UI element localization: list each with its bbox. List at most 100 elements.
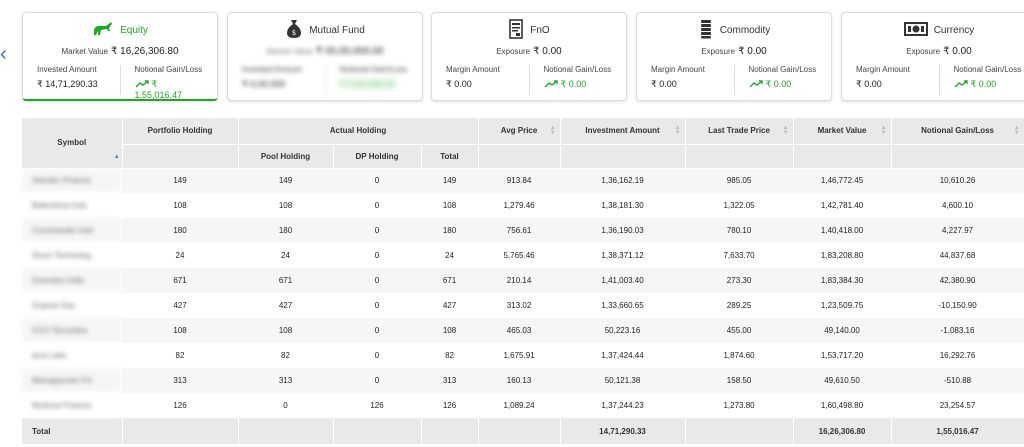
table-row[interactable]: Alembic Pharma 149 149 0 149 913.84 1,36,162.1… (22, 168, 1024, 193)
cell-portfolio-holding: 126 (122, 393, 238, 418)
table-row[interactable]: Manappuram Fin 313 313 0 313 160.13 50,121.38 1… (22, 368, 1024, 393)
cell-market-value: 1,40,418.00 (793, 218, 892, 243)
cell-notional-gain-loss: 4,227.97 (891, 218, 1024, 243)
cell-total: 24 (421, 243, 479, 268)
card-left-metric: Invested Amount ₹ 14,71,290.33 (37, 65, 98, 89)
cell-notional-gain-loss: -1,083.16 (891, 318, 1024, 343)
cell-market-value: 1,83,208.80 (793, 243, 892, 268)
cell-avg-price: 5,765.46 (478, 243, 561, 268)
card-header: Currency (842, 18, 1024, 42)
card-primary-metric: Exposure ₹ 0.00 (906, 46, 972, 57)
cell-total: 82 (421, 343, 479, 368)
cell-last-trade-price: 1,874.60 (685, 343, 794, 368)
summary-card-fno[interactable]: FnO Exposure ₹ 0.00 Margin Amount ₹ 0.00 Noti… (431, 12, 627, 101)
sort-icon: ▲ ▼ (782, 124, 789, 136)
bull-icon (92, 21, 114, 40)
cell-symbol[interactable]: Ipca Labs (22, 343, 122, 368)
summary-card-currency[interactable]: Currency Exposure ₹ 0.00 Margin Amount ₹ 0.0… (841, 12, 1024, 101)
col-header-invest-sub (560, 144, 686, 169)
card-primary-metric: Exposure ₹ 0.00 (496, 46, 562, 57)
cell-dp-holding: 0 (333, 343, 421, 368)
table-row[interactable]: Coromandel Inter 180 180 0 180 756.61 1,36,190… (22, 218, 1024, 243)
cell-symbol[interactable]: Dixon Technolog (22, 243, 122, 268)
sort-icon: ▲ ▼ (1013, 124, 1020, 136)
cell-pool-holding: 671 (238, 268, 333, 293)
summary-card-equity[interactable]: Equity Market Value ₹ 16,26,306.80 Invested… (22, 12, 218, 101)
cell-symbol[interactable]: Gujarat Gas (22, 293, 122, 318)
cell-dp-holding: 0 (333, 293, 421, 318)
cell-avg-price: 1,089.24 (478, 393, 561, 418)
banknote-icon (903, 21, 928, 40)
cell-dp-holding: 0 (333, 368, 421, 393)
cell-portfolio-holding: 149 (122, 168, 238, 193)
summary-card-commodity[interactable]: Commodity Exposure ₹ 0.00 Margin Amount ₹ 0.… (636, 12, 832, 101)
cell-notional-gain-loss: 42,380.90 (891, 268, 1024, 293)
cell-symbol[interactable]: Balkrishna Inds (22, 193, 122, 218)
cell-market-value: 1,83,384.30 (793, 268, 892, 293)
table-row[interactable]: Muthoot Finance 126 0 126 126 1,089.24 1,37,24… (22, 393, 1024, 418)
card-header: Commodity (637, 18, 831, 42)
col-header-ltp-sub (685, 144, 794, 169)
cell-market-value: 1,42,781.40 (793, 193, 892, 218)
cell-symbol[interactable]: Muthoot Finance (22, 393, 122, 418)
cell-symbol[interactable]: Coromandel Inter (22, 218, 122, 243)
holdings-table: Symbol ▲ Portfolio Holding Actual Holdin… (22, 118, 1024, 444)
total-investment-amount: 14,71,290.33 (560, 418, 686, 444)
cell-market-value: 49,610.50 (793, 368, 892, 393)
total-notional-gain-loss: 1,55,016.47 (891, 418, 1024, 444)
table-row[interactable]: Dixon Technolog 24 24 0 24 5,765.46 1,38,371.1… (22, 243, 1024, 268)
table-row[interactable]: Balkrishna Inds 108 108 0 108 1,279.46 1,38,18… (22, 193, 1024, 218)
cell-avg-price: 1,279.46 (478, 193, 561, 218)
cell-portfolio-holding: 108 (122, 318, 238, 343)
cell-pool-holding: 149 (238, 168, 333, 193)
cell-market-value: 49,140.00 (793, 318, 892, 343)
holdings-table-container: Symbol ▲ Portfolio Holding Actual Holdin… (22, 118, 1024, 444)
table-row[interactable]: Gujarat Gas 427 427 0 427 313.02 1,33,660.65 28… (22, 293, 1024, 318)
cell-market-value: 1,53,717.20 (793, 343, 892, 368)
cell-total: 180 (421, 218, 479, 243)
cell-investment-amount: 50,121.38 (560, 368, 686, 393)
cell-portfolio-holding: 108 (122, 193, 238, 218)
table-row[interactable]: Granules India 671 671 0 671 210.14 1,41,003.4… (22, 268, 1024, 293)
col-header-actual-holding: Actual Holding (238, 118, 479, 145)
cell-total: 108 (421, 193, 479, 218)
col-header-notional-gain-loss[interactable]: Notional Gain/Loss ▲ ▼ (891, 118, 1024, 145)
cell-avg-price: 313.02 (478, 293, 561, 318)
cell-total: 108 (421, 318, 479, 343)
col-header-portfolio-holding[interactable]: Portfolio Holding (122, 118, 239, 145)
cell-symbol[interactable]: Alembic Pharma (22, 168, 122, 193)
card-secondary-metrics: Margin Amount ₹ 0.00 Notional Gain/Loss ₹ 0… (432, 65, 626, 95)
col-header-market-value[interactable]: Market Value ▲ ▼ (793, 118, 892, 145)
carousel-prev-arrow-icon[interactable]: ‹ (0, 43, 7, 65)
card-right-metric: Notional Gain/Loss ₹ 0,00,000.00 (324, 65, 423, 95)
cell-dp-holding: 0 (333, 318, 421, 343)
svg-text:$: $ (292, 29, 296, 37)
col-header-symbol[interactable]: Symbol ▲ (22, 118, 123, 169)
card-secondary-metrics: Invested Amount ₹ 0,00,000 Notional Gain/L… (228, 65, 422, 95)
cell-last-trade-price: 273.30 (685, 268, 794, 293)
cell-market-value: 1,60,498.80 (793, 393, 892, 418)
table-row[interactable]: Ipca Labs 82 82 0 82 1,675.91 1,37,424.44 1,874… (22, 343, 1024, 368)
cell-notional-gain-loss: 16,292.76 (891, 343, 1024, 368)
cell-last-trade-price: 455.00 (685, 318, 794, 343)
col-header-avg-price[interactable]: Avg Price ▲ ▼ (478, 118, 561, 145)
col-header-dp-holding[interactable]: DP Holding (333, 144, 422, 169)
card-header: $ Mutual Fund (228, 18, 422, 42)
card-primary-metric: Market Value ₹ 16,26,306.80 (61, 46, 179, 57)
cell-market-value: 1,23,509.75 (793, 293, 892, 318)
cell-pool-holding: 108 (238, 318, 333, 343)
summary-card-mutual-fund[interactable]: $ Mutual Fund Market Value ₹ 00,00,000.00 In… (227, 12, 423, 101)
cell-investment-amount: 50,223.16 (560, 318, 686, 343)
card-header: Equity (23, 18, 217, 42)
col-header-total[interactable]: Total (421, 144, 479, 169)
cell-total: 427 (421, 293, 479, 318)
trend-up-icon (954, 79, 971, 89)
cell-symbol[interactable]: ICICI Securities (22, 318, 122, 343)
col-header-portfolio-sub (122, 144, 239, 169)
col-header-last-trade-price[interactable]: Last Trade Price ▲ ▼ (685, 118, 794, 145)
col-header-investment-amount[interactable]: Investment Amount ▲ ▼ (560, 118, 686, 145)
col-header-pool-holding[interactable]: Pool Holding (238, 144, 334, 169)
table-row[interactable]: ICICI Securities 108 108 0 108 465.03 50,223.1… (22, 318, 1024, 343)
cell-symbol[interactable]: Manappuram Fin (22, 368, 122, 393)
cell-symbol[interactable]: Granules India (22, 268, 122, 293)
